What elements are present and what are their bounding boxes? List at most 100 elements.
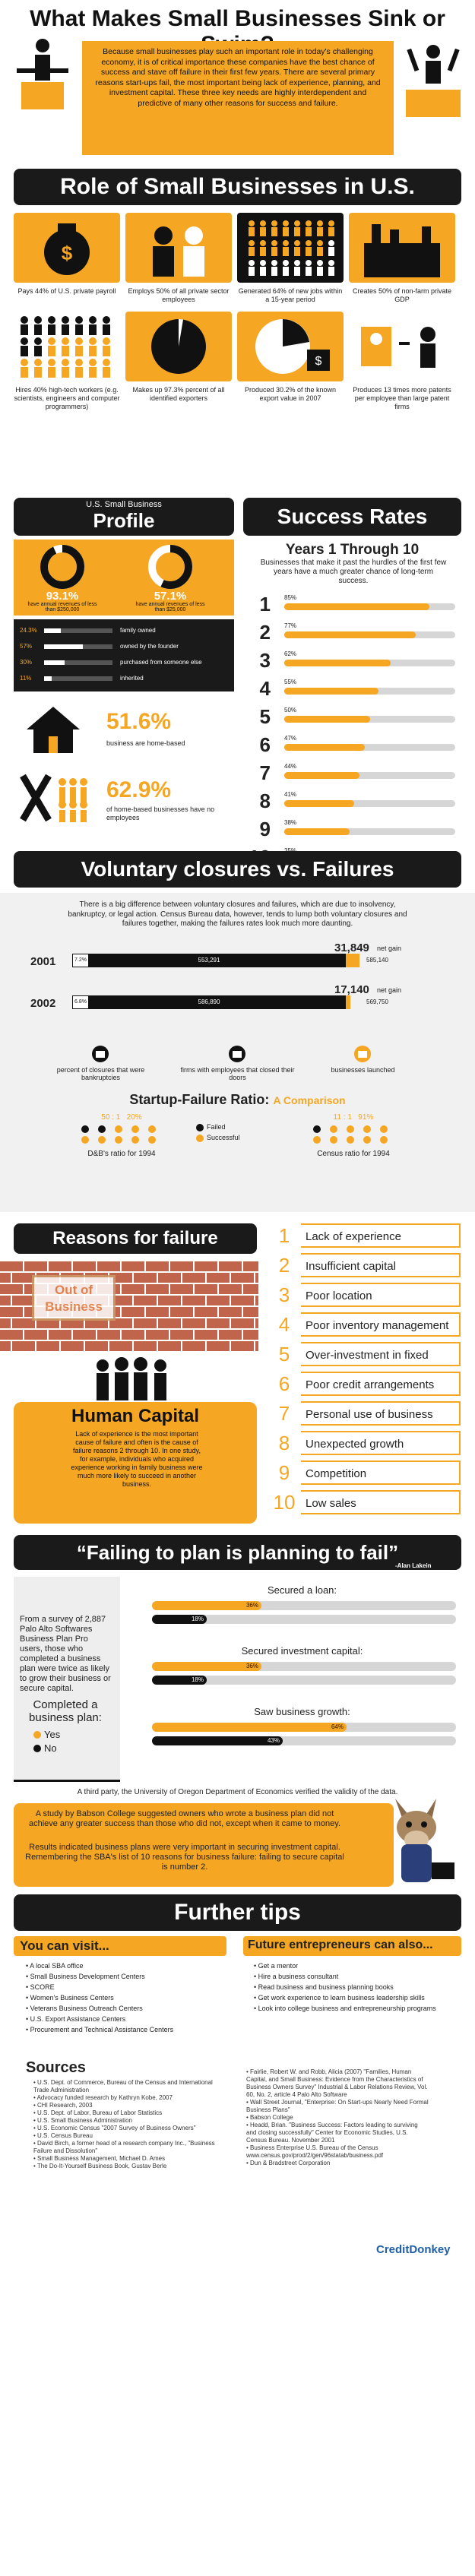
role-caption: Hires 40% high-tech workers (e.g. scient… xyxy=(14,386,120,410)
closed-value: 586,890 xyxy=(198,998,220,1005)
list-item: Babson College xyxy=(246,2114,429,2122)
list-item: David Birch, a former head of a research… xyxy=(33,2140,216,2155)
revenue-label-2: have annual revenues of less than $25,00… xyxy=(135,602,205,612)
reason-item: 3 Poor location xyxy=(271,1283,461,1307)
closure-year: 2001 xyxy=(30,955,56,968)
year-track xyxy=(284,800,455,807)
visit-list: A local SBA officeSmall Business Develop… xyxy=(26,1960,223,2035)
employees-tile xyxy=(125,213,232,283)
plan-track: 18% xyxy=(152,1615,456,1624)
home-pct: 51.6% xyxy=(106,709,172,734)
ownership-pct: 11% xyxy=(20,675,32,682)
net-gain-value: 17,140 xyxy=(334,983,369,996)
list-item: Small Business Development Centers xyxy=(26,1971,223,1982)
also-list: Get a mentorHire a business consultantRe… xyxy=(254,1960,459,2014)
no-label: No xyxy=(44,1742,57,1754)
success-key: Successful xyxy=(207,1134,240,1141)
year-pct: 85% xyxy=(284,594,297,601)
sources-title: Sources xyxy=(26,2059,86,2076)
year-number: 1 xyxy=(259,593,271,616)
year-bar xyxy=(284,772,359,779)
year-track xyxy=(284,744,455,751)
ownership-pct: 57% xyxy=(20,643,33,650)
reason-number: 5 xyxy=(271,1342,298,1366)
year-number: 5 xyxy=(259,705,271,728)
plan-chart-title: Secured a loan: xyxy=(267,1584,337,1596)
list-item: The Do-It-Yourself Business Book, Gustav… xyxy=(33,2163,216,2170)
employee-icon xyxy=(153,226,204,277)
plan-bar-no: 43% xyxy=(152,1736,283,1745)
ownership-label: owned by the founder xyxy=(120,643,179,650)
year-pct: 47% xyxy=(284,735,297,742)
ratio-title: Startup-Failure Ratio: A Comparison xyxy=(0,1092,475,1108)
results-text: Results indicated business plans were ve… xyxy=(25,1843,344,1872)
year-bar xyxy=(284,828,350,835)
sign-text: Out of Business xyxy=(45,1283,103,1314)
tips-banner: Further tips xyxy=(14,1894,461,1931)
year-bar xyxy=(284,800,355,807)
reason-label: Lack of experience xyxy=(301,1223,461,1248)
list-item: SCORE xyxy=(26,1982,223,1992)
list-item: Dun & Bradstreet Corporation xyxy=(246,2160,429,2167)
year-bar xyxy=(284,603,430,610)
year-bar xyxy=(284,688,378,695)
plan-pct-no: 43% xyxy=(267,1737,280,1744)
success-key-icon xyxy=(196,1135,204,1142)
store-closed-icon xyxy=(229,1046,245,1062)
census-ratio: 11 : 1 91% xyxy=(308,1113,399,1122)
list-item: Advocacy funded research by Kathryn Kobe… xyxy=(33,2094,216,2102)
reason-label: Unexpected growth xyxy=(301,1431,461,1455)
census-pct: 91% xyxy=(358,1113,374,1122)
plan-banner: “Failing to plan is planning to fail” xyxy=(14,1535,461,1570)
chart-icon xyxy=(92,1046,109,1062)
list-item: Small Business Management, Michael D. Am… xyxy=(33,2155,216,2163)
profile-banner: U.S. Small Business Profile xyxy=(14,498,234,536)
pie-icon xyxy=(151,319,206,374)
survey-text: From a survey of 2,887 Palo Alto Softwar… xyxy=(20,1615,111,1693)
role-caption: Makes up 97.3% percent of all identified… xyxy=(132,386,225,402)
reason-label: Poor credit arrangements xyxy=(301,1372,461,1396)
list-item: A local SBA office xyxy=(26,1960,223,1971)
list-item: Look into college business and entrepren… xyxy=(254,2003,459,2014)
ratio-title-text: Startup-Failure Ratio: xyxy=(129,1092,270,1107)
launched-value: 585,140 xyxy=(366,957,388,964)
plan-section: From a survey of 2,887 Palo Alto Softwar… xyxy=(0,1577,475,1887)
legend-launched: businesses launched xyxy=(331,1066,395,1074)
list-item: Fairlie, Robert W. and Robb, Alicia (200… xyxy=(246,2068,429,2099)
role-caption: Pays 44% of U.S. private payroll xyxy=(17,287,116,295)
dnb-dots xyxy=(81,1125,156,1144)
house-icon xyxy=(27,707,80,753)
year-pct: 35% xyxy=(284,847,296,854)
revenue-donut-1 xyxy=(40,545,84,589)
dnb-label: D&B's ratio for 1994 xyxy=(87,1150,156,1158)
closures-section: There is a big difference between volunt… xyxy=(0,893,475,1212)
plan-pct-no: 18% xyxy=(191,1676,204,1683)
no-dot xyxy=(33,1745,41,1752)
sources-left: U.S. Dept. of Commerce, Bureau of the Ce… xyxy=(33,2079,216,2170)
human-capital-text: Lack of experience is the most important… xyxy=(71,1430,203,1488)
reasons-section: Reasons for failure Out of Business Huma… xyxy=(0,1216,475,1527)
no-employee-icon xyxy=(20,774,87,822)
year-bar xyxy=(284,744,365,751)
reason-item: 8 Unexpected growth xyxy=(271,1431,461,1455)
dnb-pct: 20% xyxy=(126,1113,142,1122)
patent-icon xyxy=(361,327,435,368)
visit-header xyxy=(14,1936,226,1956)
list-item: Women's Business Centers xyxy=(26,1992,223,2003)
hightech-tile xyxy=(14,312,120,381)
plan-track: 36% xyxy=(152,1601,456,1610)
noemp-label: of home-based businesses have no employe… xyxy=(106,805,215,821)
oregon-text: A third party, the University of Oregon … xyxy=(77,1788,398,1796)
ownership-box: 24.3% family owned 57% owned by the founder… xyxy=(14,619,234,691)
reason-item: 4 Poor inventory management xyxy=(271,1312,461,1337)
closed-value: 553,291 xyxy=(198,957,220,964)
year-track xyxy=(284,631,455,638)
closures-desc: There is a big difference between volunt… xyxy=(68,900,407,928)
profile-title: Profile xyxy=(93,509,155,532)
net-gain-value: 31,849 xyxy=(334,941,369,954)
swimming-person-icon xyxy=(406,45,461,117)
ownership-fill xyxy=(44,644,84,649)
census-label: Census ratio for 1994 xyxy=(317,1150,390,1158)
ownership-label: purchased from someone else xyxy=(120,659,202,666)
patents-tile xyxy=(349,312,455,381)
